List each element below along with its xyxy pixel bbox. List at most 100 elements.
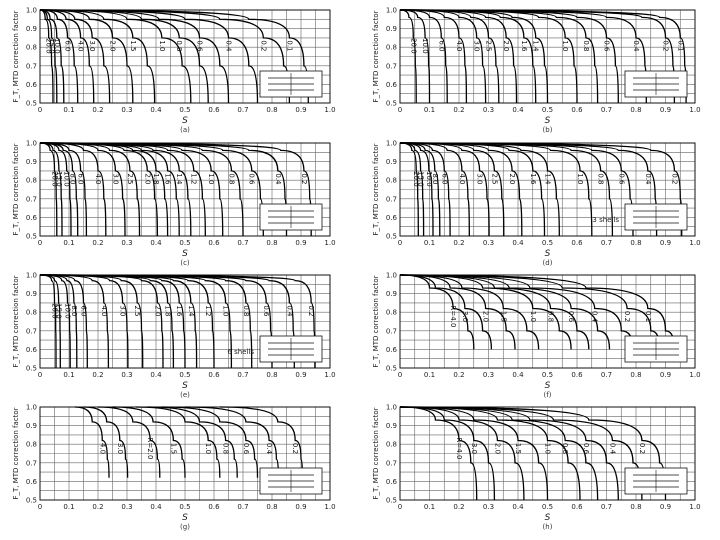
series-label: 15.0 xyxy=(48,38,56,54)
x-tick-label: 0.4 xyxy=(512,503,524,511)
series-curve xyxy=(399,406,643,501)
series-label: 1.4 xyxy=(532,40,540,52)
chart-panel-f: 0 0.1 0.2 0.3 0.4 0.5 0.6 0.7 0.8 0.9 1.0 0.5 0.6 0.7… xyxy=(372,272,701,400)
series-label: 10.0 xyxy=(63,171,71,187)
series-label: 0.6 xyxy=(603,40,611,52)
series-label: 0.2 xyxy=(638,443,646,454)
x-tick-label: 0.5 xyxy=(179,371,190,379)
series-curve xyxy=(399,274,676,350)
y-tick-label: 0.7 xyxy=(386,195,397,203)
y-tick-label: 0.8 xyxy=(26,309,37,317)
series-label: 0.8 xyxy=(227,173,235,184)
y-tick-label: 0.6 xyxy=(386,346,398,354)
x-tick-label: 0.5 xyxy=(179,106,190,114)
x-tick-label: 0.8 xyxy=(630,239,641,247)
x-tick-label: 0.7 xyxy=(237,239,248,247)
series-curve xyxy=(39,274,110,369)
series-label: 1.5 xyxy=(499,311,507,322)
series-label: 2.0 xyxy=(109,40,117,51)
x-tick-label: 0.4 xyxy=(150,106,162,114)
x-tick-label: 0.6 xyxy=(208,371,220,379)
x-tick-label: 1.0 xyxy=(689,239,700,247)
plot-frame xyxy=(399,142,696,237)
x-tick-label: 0.3 xyxy=(483,239,494,247)
series-curve xyxy=(39,274,129,369)
series-curve xyxy=(39,9,54,104)
x-tick-label: 0.2 xyxy=(92,371,103,379)
series-label: 0.2 xyxy=(291,443,299,454)
series-curve xyxy=(39,142,312,237)
x-tick-label: 0.6 xyxy=(571,371,583,379)
y-tick-label: 0.7 xyxy=(26,195,37,203)
y-tick-label: 0.6 xyxy=(26,81,38,89)
shells-label: 3 shells xyxy=(592,216,619,224)
x-tick-label: 1.0 xyxy=(324,106,335,114)
series-label: 1.0 xyxy=(561,40,569,51)
series-curve xyxy=(399,142,490,237)
series-curve xyxy=(399,142,546,237)
series-label: 0.4 xyxy=(608,443,616,455)
series-curve xyxy=(399,406,599,501)
series-label: 1.0 xyxy=(544,443,552,454)
x-tick-label: 0.9 xyxy=(660,106,671,114)
panel-caption: (b) xyxy=(543,126,553,134)
chart-panel-d: 0 0.1 0.2 0.3 0.4 0.5 0.6 0.7 0.8 0.9 1.0 0.5 0.6 0.7… xyxy=(372,140,701,268)
series-curve xyxy=(399,274,611,350)
series-curve xyxy=(39,142,141,237)
x-tick-label: 0.9 xyxy=(660,239,671,247)
x-tick-label: 0.8 xyxy=(630,106,641,114)
series-label: 3.0 xyxy=(470,443,478,454)
series-curve xyxy=(39,274,61,369)
series-curve xyxy=(399,406,581,501)
series-curve xyxy=(399,142,560,237)
series-label: 0.6 xyxy=(567,311,575,323)
exchanger-schematic-icon xyxy=(624,70,688,98)
series-label: 0.4 xyxy=(632,40,640,52)
series-curve xyxy=(74,406,110,478)
x-tick-label: 0.8 xyxy=(266,503,277,511)
x-tick-label: 0.8 xyxy=(630,503,641,511)
y-axis-label: F_T, MTD correction factor xyxy=(372,143,380,235)
x-tick-label: 0.9 xyxy=(295,503,306,511)
series-curve xyxy=(399,406,496,501)
x-tick-label: 0.4 xyxy=(512,239,524,247)
series-curve xyxy=(39,142,180,237)
series-curve xyxy=(399,406,667,501)
series-label: 6.0 xyxy=(437,40,445,51)
series-label: 0.8 xyxy=(546,311,554,322)
series-label: 1.5 xyxy=(129,40,137,51)
x-tick-label: 0.5 xyxy=(542,503,553,511)
x-tick-label: 0 xyxy=(38,503,42,511)
y-tick-label: 1.0 xyxy=(386,140,397,148)
shells-label: 6 shells xyxy=(227,348,254,356)
y-tick-label: 0.9 xyxy=(26,158,37,166)
x-tick-label: 0.3 xyxy=(121,239,132,247)
chart-panel-h: 0 0.1 0.2 0.3 0.4 0.5 0.6 0.7 0.8 0.9 1.0 0.5 0.6 0.7… xyxy=(372,404,701,532)
x-axis-label: S xyxy=(182,249,188,259)
series-curve xyxy=(184,406,280,478)
x-tick-label: 0.3 xyxy=(121,371,132,379)
series-label: 0.8 xyxy=(582,40,590,51)
chart-panel-b: 0 0.1 0.2 0.3 0.4 0.5 0.6 0.7 0.8 0.9 1.0 0.5 0.6 0.7… xyxy=(372,7,701,135)
series-curve xyxy=(399,406,549,501)
y-tick-label: 0.6 xyxy=(26,214,38,222)
series-curve xyxy=(399,9,468,104)
y-tick-label: 0.8 xyxy=(386,44,397,52)
x-tick-label: 0.9 xyxy=(660,503,671,511)
series-label: 10.0 xyxy=(53,38,61,54)
chart-panel-g: 0 0.1 0.2 0.3 0.4 0.5 0.6 0.7 0.8 0.9 1.0 0.5 0.6 0.7… xyxy=(12,404,336,532)
x-axis-label: S xyxy=(182,116,188,126)
x-tick-label: 0.1 xyxy=(424,106,435,114)
series-curve xyxy=(399,9,599,104)
series-label: 0.6 xyxy=(617,173,625,185)
chart-panel-c: 0 0.1 0.2 0.3 0.4 0.5 0.6 0.7 0.8 0.9 1.0 0.5 0.6 0.7… xyxy=(12,140,336,268)
series-curve xyxy=(39,9,209,104)
exchanger-schematic-icon xyxy=(259,203,323,231)
y-tick-label: 1.0 xyxy=(26,272,37,280)
exchanger-schematic-icon xyxy=(259,70,323,98)
y-tick-label: 0.5 xyxy=(386,365,397,373)
x-tick-label: 0.2 xyxy=(92,503,103,511)
series-curve xyxy=(399,9,619,104)
series-label: 1.4 xyxy=(175,173,183,185)
